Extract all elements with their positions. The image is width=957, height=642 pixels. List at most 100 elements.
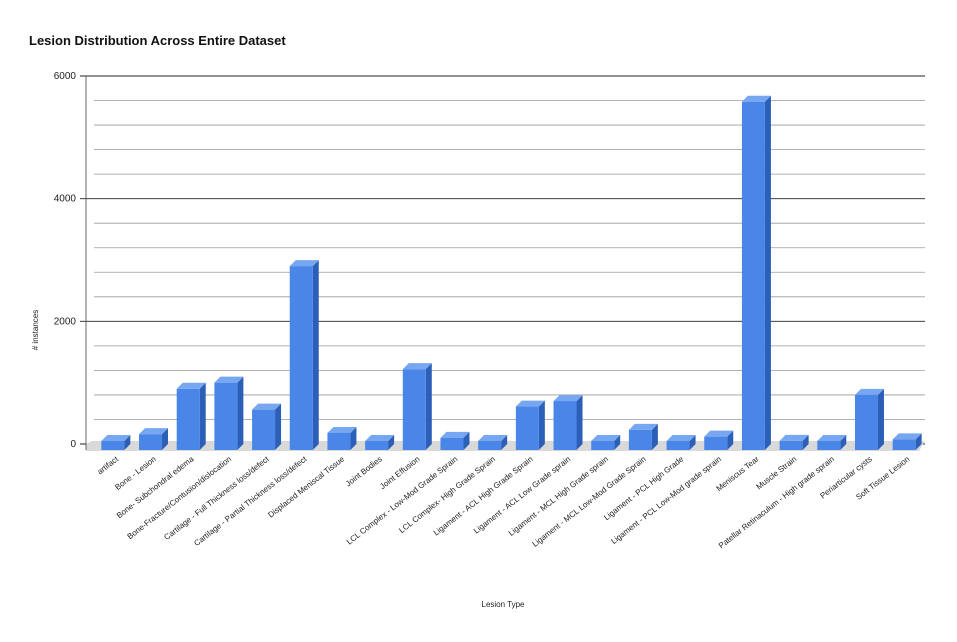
bar-side [237,376,244,450]
bars [101,95,922,450]
x-tick-label: Displaced Meniscal Tissue [266,454,346,519]
bar-front [214,382,238,450]
chart-title: Lesion Distribution Across Entire Datase… [29,33,286,48]
y-tick-label: 6000 [54,71,77,82]
bar-front [666,441,690,450]
bar-front [478,441,502,450]
bar-top [289,260,319,267]
bar-front [892,439,916,450]
bar-side [840,435,847,450]
bar-top [101,435,131,441]
bar-top [176,382,206,389]
bar-front [252,409,276,450]
bar-front [176,388,200,450]
bar-side [877,388,884,450]
bar-top [402,363,432,370]
bar [176,382,206,450]
bar-top [628,423,658,430]
bar [515,400,545,450]
bar-top [214,376,244,383]
bar-front [365,441,389,450]
bar [289,260,319,450]
bar-front [741,101,765,450]
bar-side [162,428,169,450]
bar-top [365,435,395,441]
bar-front [327,432,351,450]
bar [779,434,809,450]
bar [704,430,734,450]
bar-top [139,428,169,435]
bar [440,431,470,450]
bar-front [779,440,803,450]
bar-top [327,426,357,433]
bar-side [764,95,771,450]
bar-front [289,266,313,450]
bar-side [463,431,470,450]
x-axis-label: Lesion Type [482,600,526,609]
bar-side [576,395,583,450]
y-tick-label: 2000 [54,316,77,327]
bar-side [275,403,282,450]
bar-side [124,435,131,450]
bar [666,435,696,450]
y-tick-labels: 0 2000 4000 6000 [54,71,77,450]
bar-front [515,406,539,450]
bar [252,403,282,450]
bar-front [139,434,163,450]
bar-front [628,429,652,450]
bar [628,423,658,450]
bar-side [802,434,809,450]
bar-front [854,394,878,450]
bar-top [817,435,847,441]
bar [101,435,131,450]
bar-top [591,435,621,441]
bar [365,435,395,450]
bar-top [515,400,545,407]
bar [854,388,884,450]
bar-side [425,363,432,450]
y-tick-label: 0 [70,439,76,450]
bar-front [440,437,464,450]
bar-front [704,436,728,450]
x-tick-label: artifact [96,454,121,476]
bar-side [538,400,545,450]
bar-top [478,435,508,441]
bar [327,426,357,450]
bar [741,95,771,450]
bar-front [591,441,615,450]
bar-side [727,430,734,450]
bar-side [388,435,395,450]
bar [817,435,847,450]
bar-top [666,435,696,441]
bar-top [252,403,282,410]
bar-top [704,430,734,437]
bar [553,395,583,450]
bar-top [779,434,809,441]
bar [214,376,244,450]
bar-front [817,441,841,450]
bar-side [199,382,206,450]
bar-side [350,426,357,450]
gridlines [80,75,925,445]
y-axis-label: # instances [31,310,40,350]
bar-top [553,395,583,402]
bar-front [101,441,125,450]
bar [139,428,169,450]
bar [402,363,432,450]
bar-top [854,388,884,395]
bar-side [689,435,696,450]
bar-side [651,423,658,450]
bar-top [892,433,922,440]
bar-side [501,435,508,450]
bar-front [402,369,426,450]
bar-front [553,401,577,450]
bar [892,433,922,450]
bar [478,435,508,450]
y-tick-label: 4000 [54,194,77,205]
bar-side [312,260,319,450]
bar-top [440,431,470,438]
bar-top [741,95,771,102]
bar [591,435,621,450]
